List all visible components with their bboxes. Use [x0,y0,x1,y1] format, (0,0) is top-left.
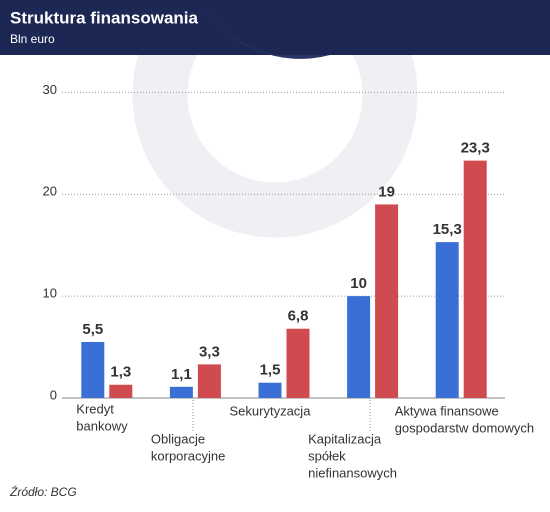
x-tick-label: Kredyt [76,401,114,416]
bar [81,341,105,398]
y-tick-label: 10 [43,286,57,301]
y-tick-label: 20 [43,184,57,199]
value-label: 1,3 [110,364,131,381]
x-tick-label: Aktywa finansowe [395,403,499,418]
x-tick-label: Obligacje [151,431,205,446]
chart-title: Struktura finansowania [10,8,199,27]
y-tick-label: 30 [43,82,57,97]
bar [347,296,371,398]
bar [197,364,221,398]
bar [258,382,282,398]
x-tick-label: Kapitalizacja [308,431,382,446]
value-label: 3,3 [199,343,220,360]
value-label: 5,5 [82,321,103,338]
watermark [132,0,418,238]
x-tick-label: korporacyjne [151,448,225,463]
bar [435,242,459,398]
chart-subtitle: Bln euro [10,32,55,46]
bar [286,328,310,398]
header [0,0,550,55]
value-label: 6,8 [288,308,309,325]
value-label: 1,5 [260,362,281,379]
bar [375,204,399,398]
x-tick-label: Sekurytyzacja [230,403,312,418]
value-label: 10 [350,275,367,292]
x-tick-label: niefinansowych [308,465,397,480]
bar [109,384,133,398]
x-tick-label: bankowy [76,418,128,433]
x-tick-label: spółek [308,448,346,463]
value-label: 15,3 [433,221,462,238]
value-label: 19 [378,183,395,200]
bar [169,386,193,398]
value-label: 1,1 [171,366,192,383]
x-tick-label: gospodarstw domowych [395,420,534,435]
bar [463,160,487,398]
source: Źródło: BCG [9,484,77,499]
value-label: 23,3 [461,140,490,157]
y-tick-label: 0 [50,387,57,402]
